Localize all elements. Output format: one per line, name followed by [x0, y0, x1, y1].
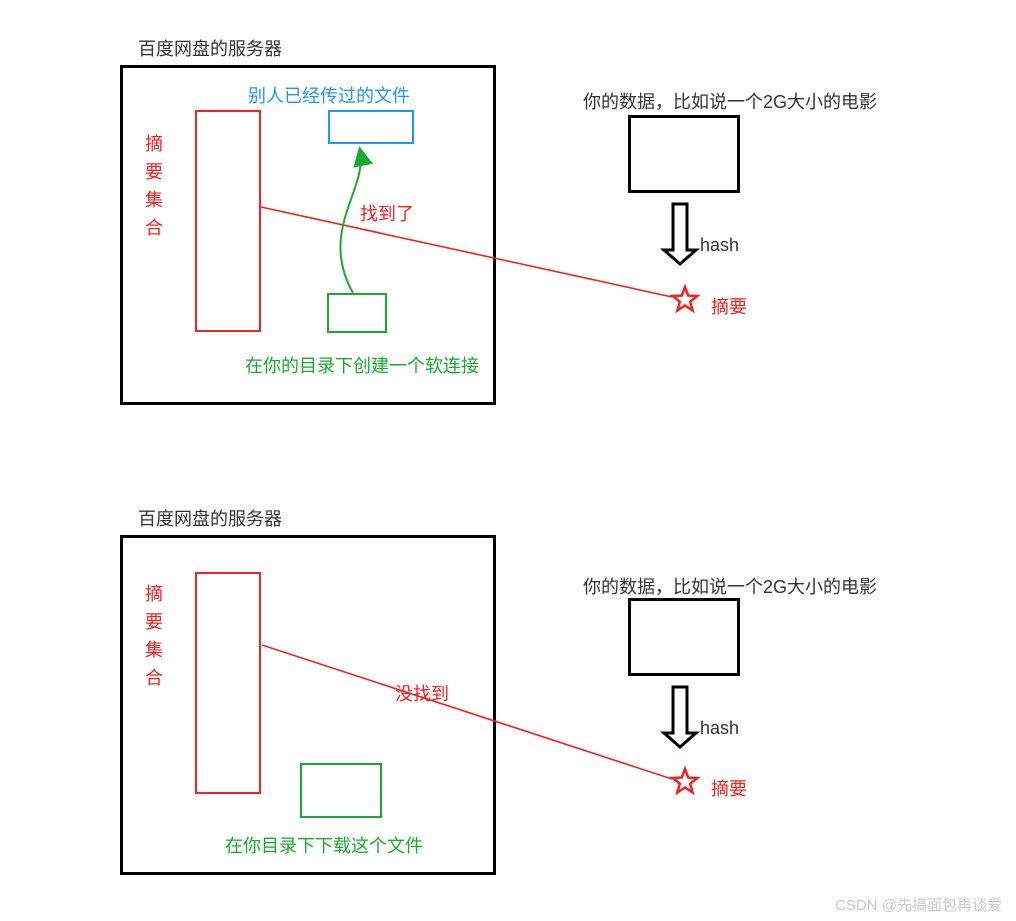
connector-overlay [0, 0, 1016, 921]
diagram-canvas: 百度网盘的服务器 摘要集合 别人已经传过的文件 在你的目录下创建一个软连接 找到… [0, 0, 1016, 921]
